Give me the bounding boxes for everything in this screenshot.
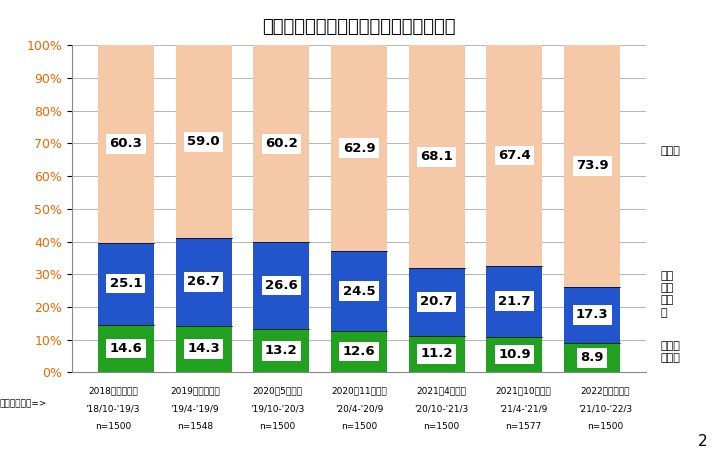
Text: 全期間
固定型: 全期間 固定型: [661, 341, 681, 364]
Text: 73.9: 73.9: [576, 159, 608, 173]
Text: n=1500: n=1500: [341, 422, 377, 431]
Text: 13.2: 13.2: [265, 344, 297, 357]
Text: 2018年度第２回: 2018年度第２回: [88, 386, 138, 395]
Text: 2: 2: [698, 434, 707, 449]
Bar: [409, 336, 465, 372]
Bar: [98, 242, 154, 325]
Text: 調査対象期間=>: 調査対象期間=>: [0, 400, 47, 409]
Bar: [253, 329, 309, 372]
Text: 67.4: 67.4: [498, 149, 531, 162]
Text: 14.3: 14.3: [187, 342, 220, 355]
Text: '21/4-'21/9: '21/4-'21/9: [499, 404, 547, 413]
Text: 62.9: 62.9: [342, 142, 376, 155]
Text: 24.5: 24.5: [342, 285, 376, 297]
Text: 2020年11月調査: 2020年11月調査: [331, 386, 387, 395]
Bar: [98, 325, 154, 372]
Text: 10.9: 10.9: [498, 348, 531, 361]
Text: 26.6: 26.6: [265, 279, 298, 292]
Text: 変動型: 変動型: [661, 146, 681, 156]
Text: 26.7: 26.7: [187, 276, 220, 288]
Text: 8.9: 8.9: [580, 351, 604, 364]
Bar: [253, 45, 309, 242]
Text: 固定
期間
選択
型: 固定 期間 選択 型: [661, 271, 673, 318]
Text: 20.7: 20.7: [421, 296, 453, 308]
Text: 21.7: 21.7: [498, 295, 531, 308]
Text: 11.2: 11.2: [421, 347, 453, 360]
Bar: [564, 286, 620, 343]
Text: '20/10-'21/3: '20/10-'21/3: [414, 404, 468, 413]
Text: n=1548: n=1548: [177, 422, 213, 431]
Text: n=1500: n=1500: [258, 422, 295, 431]
Text: 17.3: 17.3: [576, 308, 608, 321]
Bar: [409, 45, 465, 268]
Text: 2019年度第１回: 2019年度第１回: [170, 386, 220, 395]
Text: n=1500: n=1500: [423, 422, 460, 431]
Text: 68.1: 68.1: [420, 150, 453, 163]
Bar: [331, 331, 387, 372]
Bar: [486, 337, 542, 372]
Bar: [409, 268, 465, 336]
Text: 25.1: 25.1: [110, 277, 142, 290]
Text: n=1500: n=1500: [95, 422, 131, 431]
Text: 2022年４月調査: 2022年４月調査: [580, 386, 630, 395]
Text: '19/10-'20/3: '19/10-'20/3: [250, 404, 304, 413]
Text: 14.6: 14.6: [110, 342, 142, 355]
Text: 12.6: 12.6: [342, 345, 376, 358]
Text: '21/10-'22/3: '21/10-'22/3: [578, 404, 633, 413]
Bar: [564, 343, 620, 372]
Text: 2020年5月調査: 2020年5月調査: [252, 386, 302, 395]
Title: 住宅ローン利用者が利用した金利タイプ: 住宅ローン利用者が利用した金利タイプ: [262, 18, 456, 35]
Bar: [331, 251, 387, 331]
Text: 60.3: 60.3: [109, 138, 142, 150]
Bar: [176, 45, 232, 238]
Bar: [486, 266, 542, 337]
Bar: [98, 45, 154, 242]
Text: '20/4-'20/9: '20/4-'20/9: [335, 404, 383, 413]
Bar: [486, 45, 542, 266]
Bar: [176, 238, 232, 326]
Text: '19/4-'19/9: '19/4-'19/9: [171, 404, 219, 413]
Bar: [176, 326, 232, 372]
Text: 60.2: 60.2: [265, 137, 298, 150]
Text: '18/10-'19/3: '18/10-'19/3: [85, 404, 140, 413]
Text: 2021年10月調査: 2021年10月調査: [495, 386, 551, 395]
Text: n=1500: n=1500: [587, 422, 623, 431]
Text: 59.0: 59.0: [187, 135, 220, 148]
Text: 2021年4月調査: 2021年4月調査: [416, 386, 466, 395]
Bar: [253, 242, 309, 329]
Text: n=1577: n=1577: [505, 422, 541, 431]
Bar: [564, 45, 620, 286]
Bar: [331, 45, 387, 251]
